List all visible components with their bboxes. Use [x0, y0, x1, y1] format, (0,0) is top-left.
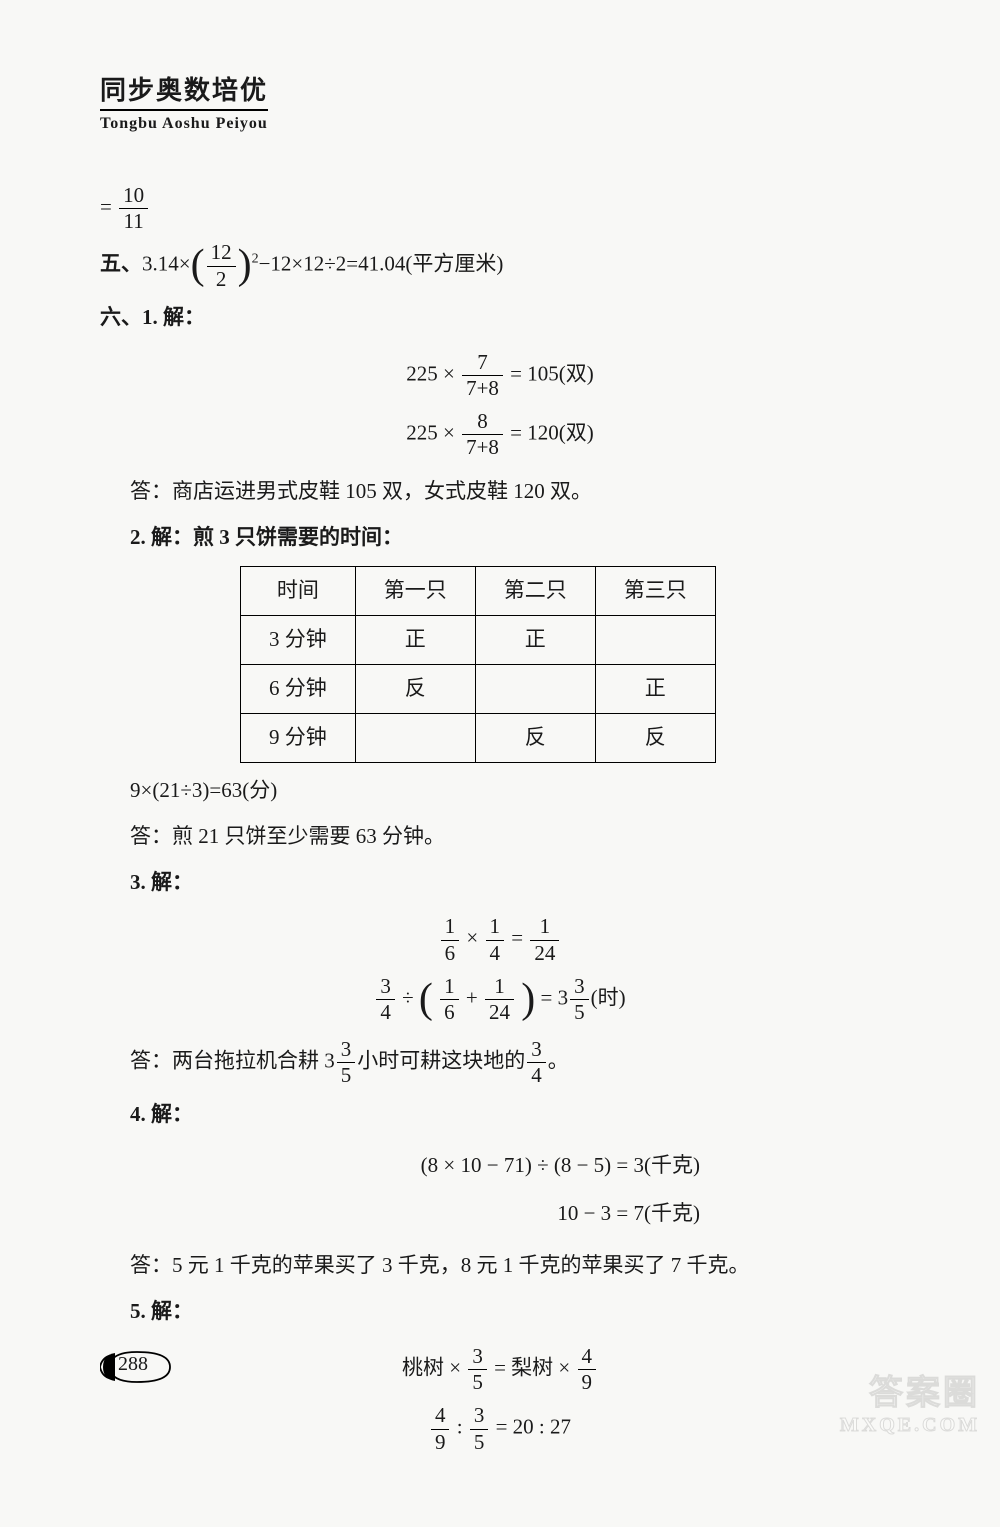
p4-equations: (8 × 10 − 71) ÷ (8 − 5) = 3(千克) 10 − 3 =…	[100, 1142, 900, 1238]
p3-equations: 16 × 14 = 124 34 ÷ ( 16 + 124 ) = 335(时)	[100, 910, 900, 1029]
page-number: 288	[100, 1347, 175, 1387]
continued-fraction: = 1011	[100, 183, 900, 234]
title-main: 同步奥数培优	[100, 70, 268, 111]
p2-label: 2. 解：煎 3 只饼需要的时间：	[130, 518, 900, 558]
p2-calc: 9×(21÷3)=63(分)	[130, 771, 900, 811]
p1-equations: 225 × 77+8 = 105(双) 225 × 87+8 = 120(双)	[100, 346, 900, 465]
table-row: 9 分钟 反 反	[241, 713, 716, 762]
p5-equations: 桃树 × 35 = 梨树 × 49 49 : 35 = 20 : 27	[100, 1340, 900, 1459]
p4-label: 4. 解：	[130, 1095, 900, 1135]
p3-label: 3. 解：	[130, 863, 900, 903]
section-5: 五、3.14×(122)2−12×12÷2=41.04(平方厘米)	[100, 240, 900, 291]
pancake-table: 时间 第一只 第二只 第三只 3 分钟 正 正 6 分钟 反 正 9 分钟 反	[240, 566, 716, 763]
table-row: 6 分钟 反 正	[241, 664, 716, 713]
table-row: 3 分钟 正 正	[241, 616, 716, 665]
section-6-p1-label: 六、1. 解：	[100, 298, 900, 338]
title-sub: Tongbu Aoshu Peiyou	[100, 115, 900, 133]
p5-label: 5. 解：	[130, 1292, 900, 1332]
page-header: 同步奥数培优 Tongbu Aoshu Peiyou	[100, 70, 900, 133]
p3-answer: 答：两台拖拉机合耕 335小时可耕这块地的34。	[130, 1037, 900, 1088]
content-body: = 1011 五、3.14×(122)2−12×12÷2=41.04(平方厘米)…	[100, 183, 900, 1459]
watermark: 答案圈 MXQE.COM	[840, 1365, 980, 1437]
p1-answer: 答：商店运进男式皮鞋 105 双，女式皮鞋 120 双。	[130, 472, 900, 512]
p2-answer: 答：煎 21 只饼至少需要 63 分钟。	[130, 817, 900, 857]
table-header-row: 时间 第一只 第二只 第三只	[241, 567, 716, 616]
p4-answer: 答：5 元 1 千克的苹果买了 3 千克，8 元 1 千克的苹果买了 7 千克。	[130, 1246, 900, 1286]
